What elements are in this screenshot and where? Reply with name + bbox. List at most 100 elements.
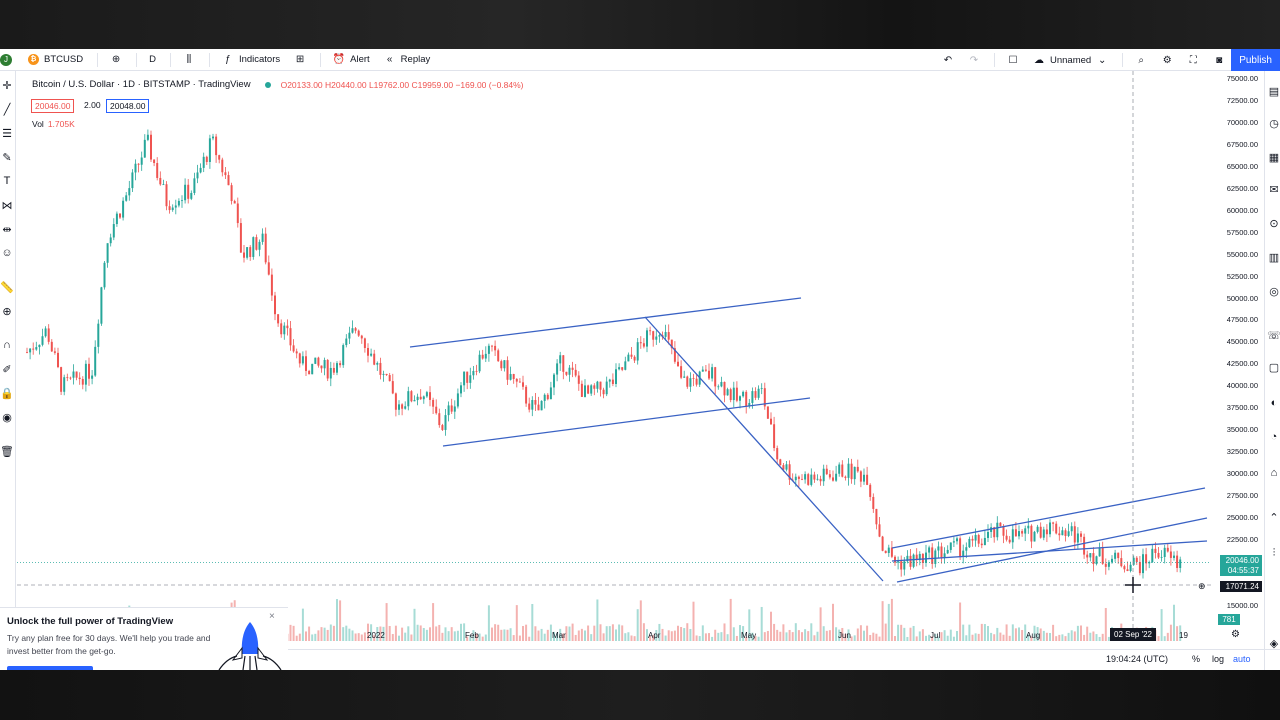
replay-button[interactable]: « Replay (384, 54, 430, 66)
interval-button[interactable]: D (149, 54, 156, 65)
percent-toggle[interactable]: % (1192, 654, 1201, 664)
alerts-icon[interactable]: ◷ (1269, 117, 1279, 130)
volume-bar (903, 627, 906, 641)
hotlists-icon[interactable]: ✉ (1269, 183, 1279, 196)
clock-time[interactable]: 19:04:24 (UTC) (1106, 654, 1169, 664)
candle-body (515, 378, 518, 382)
candle-body (618, 367, 621, 370)
candle-body (1070, 526, 1073, 532)
crosshair-tool-icon[interactable]: ✛ (2, 79, 12, 92)
trend-line-tool-icon[interactable]: ╱ (3, 103, 11, 116)
templates-button[interactable]: ⊞ (294, 54, 306, 66)
sell-price-box[interactable]: 20046.00 (31, 99, 75, 113)
trend-line-drawing[interactable] (409, 297, 802, 348)
log-toggle[interactable]: log (1212, 654, 1225, 664)
symbol-search-button[interactable]: ₿ BTCUSD (28, 54, 83, 65)
eye-icon[interactable]: ◉ (2, 411, 12, 424)
add-alert-plus-icon[interactable]: ⊕ (1198, 581, 1206, 591)
brush-tool-icon[interactable]: ✎ (2, 151, 12, 164)
volume-bar (766, 630, 769, 641)
volume-bar (785, 632, 788, 641)
text-tool-icon[interactable]: T (3, 175, 11, 187)
user-avatar[interactable]: J (0, 53, 12, 66)
trend-line-drawing[interactable] (891, 487, 1206, 549)
pattern-tool-icon[interactable]: ⋈ (1, 199, 13, 212)
emoji-tool-icon[interactable]: ☺ (1, 247, 13, 259)
promo-cta-button[interactable] (7, 666, 93, 671)
candle-body (562, 355, 565, 372)
price-tick-label: 67500.00 (1226, 139, 1258, 149)
chart-type-button[interactable]: ⫼ (183, 54, 195, 66)
volume-bar (704, 633, 707, 641)
ruler-tool-icon[interactable]: 📏 (0, 281, 14, 294)
indicators-label: Indicators (238, 54, 281, 65)
watchlist-icon[interactable]: ▤ (1268, 85, 1280, 98)
layout-toggle-button[interactable]: ☐ (1007, 54, 1019, 66)
candle-body (460, 385, 462, 394)
calendar-icon[interactable]: ⊙ (1269, 217, 1279, 230)
indicators-button[interactable]: ƒ Indicators (222, 54, 280, 66)
volume-bar (385, 603, 388, 641)
publish-button[interactable]: Publish (1231, 49, 1280, 71)
streams-icon[interactable]: ◎ (1269, 285, 1279, 298)
axis-settings-gear-icon[interactable]: ⚙ (1231, 629, 1240, 640)
close-icon[interactable]: × (269, 611, 275, 622)
fullscreen-button[interactable]: ⛶ (1187, 54, 1199, 66)
prediction-tool-icon[interactable]: ⇹ (2, 223, 12, 236)
auto-toggle[interactable]: auto (1233, 654, 1251, 664)
trend-line-drawing[interactable] (891, 540, 1208, 562)
candle-body (301, 356, 304, 364)
price-chart-canvas[interactable] (17, 71, 1211, 641)
bell-icon[interactable]: ⌂ (1270, 467, 1278, 479)
data-window-icon[interactable]: ▦ (1268, 151, 1280, 164)
search-button[interactable]: ⌕ (1135, 54, 1147, 66)
time-tick-label: 2022 (367, 631, 385, 640)
ideas-icon[interactable]: ▥ (1268, 251, 1280, 264)
candle-body (754, 391, 757, 398)
settings-button[interactable]: ⚙ (1161, 54, 1173, 66)
undo-button[interactable]: ↶ (942, 54, 954, 66)
candle-body (503, 360, 506, 369)
candle-body (153, 159, 156, 163)
zoom-in-icon[interactable]: ⊕ (2, 305, 12, 318)
broadcast-icon[interactable]: ◔ (1270, 431, 1278, 443)
notifications-icon[interactable]: ▢ (1268, 361, 1280, 374)
candle-body (720, 381, 723, 387)
magnet-icon[interactable]: ∩ (3, 339, 11, 351)
pin-icon[interactable]: ⫶ (1272, 546, 1276, 559)
buy-price-box[interactable]: 20048.00 (106, 99, 150, 113)
trash-icon[interactable]: 🗑 (0, 445, 14, 458)
snapshot-button[interactable]: ◙ (1213, 54, 1225, 66)
candle-body (565, 371, 568, 375)
chevron-up-icon[interactable]: ⌃ (1269, 511, 1279, 524)
help-icon[interactable]: ◐ (1270, 397, 1278, 409)
candle-body (1117, 552, 1120, 559)
compare-symbol-button[interactable]: ⊕ (110, 54, 122, 66)
chats-icon[interactable]: ☏ (1267, 329, 1280, 342)
volume-bar (859, 625, 862, 641)
trend-line-drawing[interactable] (644, 316, 884, 582)
price-tick-label: 57500.00 (1226, 227, 1258, 237)
time-tick-label: Feb (465, 631, 479, 640)
time-axis[interactable]: 2022 Feb Mar Apr May Jun Jul Aug 19 02 Sep '22 (17, 626, 1211, 642)
candle-body (987, 531, 989, 538)
candle-body (1179, 559, 1182, 568)
volume-bar (326, 629, 329, 641)
lock-icon[interactable]: 🔒 (0, 387, 14, 400)
redo-button[interactable]: ↷ (968, 54, 980, 66)
candle-body (298, 353, 301, 364)
trend-line-drawing[interactable] (442, 397, 811, 447)
candle-body (91, 375, 94, 379)
alert-button[interactable]: ⏰ Alert (333, 54, 370, 66)
volume-bar (999, 632, 1002, 641)
layers-icon[interactable]: ◈ (1269, 637, 1279, 650)
layout-save-button[interactable]: ☁ Unnamed ⌄ (1033, 54, 1108, 66)
volume-bar (770, 611, 772, 641)
lock-drawing-icon[interactable]: ✐ (2, 363, 12, 376)
horizontal-lines-tool-icon[interactable]: ☰ (2, 127, 12, 140)
candle-body (53, 351, 56, 353)
layout-name: Unnamed (1049, 54, 1092, 66)
candle-body (32, 348, 35, 350)
candle-body (897, 561, 900, 563)
trend-line-drawing[interactable] (896, 517, 1208, 583)
